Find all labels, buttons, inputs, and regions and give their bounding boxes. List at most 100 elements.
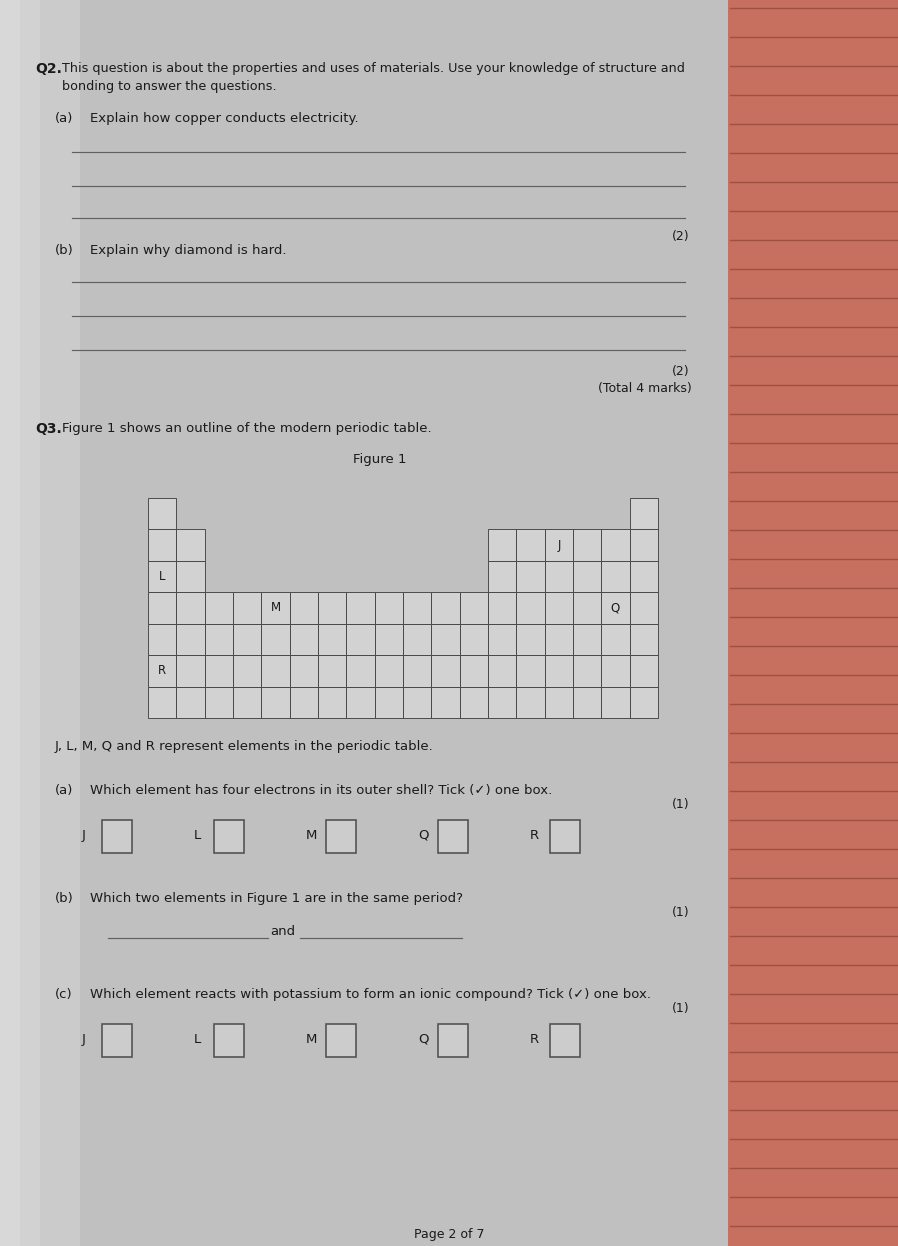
Bar xyxy=(0,0,40,1246)
Text: Page 2 of 7: Page 2 of 7 xyxy=(414,1229,484,1241)
Bar xyxy=(545,624,573,655)
Bar xyxy=(573,561,602,592)
Bar xyxy=(728,0,898,1246)
Bar xyxy=(629,655,658,687)
Bar xyxy=(516,561,545,592)
Bar xyxy=(550,1024,580,1057)
Text: Q: Q xyxy=(611,602,621,614)
Bar xyxy=(602,592,629,624)
Bar xyxy=(233,624,261,655)
Text: (1): (1) xyxy=(672,906,690,920)
Bar xyxy=(176,592,205,624)
Bar xyxy=(573,624,602,655)
Text: Q: Q xyxy=(418,829,428,842)
Text: Explain why diamond is hard.: Explain why diamond is hard. xyxy=(90,244,286,257)
Bar xyxy=(205,592,233,624)
Bar xyxy=(290,592,318,624)
Bar xyxy=(629,530,658,561)
Text: M: M xyxy=(306,1033,317,1045)
Text: Figure 1: Figure 1 xyxy=(353,454,407,466)
Bar xyxy=(573,655,602,687)
Bar xyxy=(545,687,573,718)
Bar xyxy=(148,530,176,561)
Text: M: M xyxy=(306,829,317,842)
Bar xyxy=(431,624,460,655)
Text: Q2.: Q2. xyxy=(35,62,62,76)
Bar xyxy=(374,655,403,687)
Text: (b): (b) xyxy=(55,892,74,905)
Bar xyxy=(629,592,658,624)
Bar xyxy=(233,655,261,687)
Bar xyxy=(290,624,318,655)
Bar xyxy=(602,655,629,687)
Bar xyxy=(374,592,403,624)
Bar xyxy=(233,687,261,718)
Text: (1): (1) xyxy=(672,1002,690,1015)
Bar xyxy=(347,655,374,687)
Bar xyxy=(516,530,545,561)
Text: R: R xyxy=(530,1033,539,1045)
Bar xyxy=(176,624,205,655)
Bar xyxy=(602,561,629,592)
Bar xyxy=(460,592,488,624)
Text: bonding to answer the questions.: bonding to answer the questions. xyxy=(62,80,277,93)
Bar xyxy=(205,687,233,718)
Bar xyxy=(460,687,488,718)
Bar xyxy=(488,655,516,687)
Bar xyxy=(290,655,318,687)
Text: (Total 4 marks): (Total 4 marks) xyxy=(598,383,691,395)
Bar xyxy=(488,592,516,624)
Bar xyxy=(347,624,374,655)
Bar xyxy=(326,1024,356,1057)
Text: J: J xyxy=(82,1033,86,1045)
Text: R: R xyxy=(530,829,539,842)
Bar xyxy=(102,1024,132,1057)
Bar xyxy=(545,530,573,561)
Text: Which element has four electrons in its outer shell? Tick (✓) one box.: Which element has four electrons in its … xyxy=(90,784,552,797)
Bar xyxy=(488,561,516,592)
Text: (2): (2) xyxy=(672,231,690,243)
Text: (a): (a) xyxy=(55,784,74,797)
Bar xyxy=(102,820,132,854)
Bar xyxy=(148,592,176,624)
Bar xyxy=(148,624,176,655)
Text: This question is about the properties and uses of materials. Use your knowledge : This question is about the properties an… xyxy=(62,62,685,75)
Bar xyxy=(629,624,658,655)
Bar xyxy=(318,624,347,655)
Bar xyxy=(602,530,629,561)
Bar xyxy=(460,655,488,687)
Bar xyxy=(488,530,516,561)
Bar xyxy=(148,687,176,718)
Bar xyxy=(431,655,460,687)
Bar xyxy=(516,687,545,718)
Bar xyxy=(261,687,290,718)
Bar xyxy=(431,592,460,624)
Text: and: and xyxy=(270,925,295,938)
Bar xyxy=(545,561,573,592)
Text: J: J xyxy=(557,538,560,552)
Bar xyxy=(460,624,488,655)
Bar xyxy=(148,561,176,592)
Text: R: R xyxy=(158,664,166,678)
Bar xyxy=(374,624,403,655)
Bar xyxy=(629,687,658,718)
Text: Explain how copper conducts electricity.: Explain how copper conducts electricity. xyxy=(90,112,358,125)
Bar xyxy=(516,655,545,687)
Bar xyxy=(347,592,374,624)
Bar xyxy=(205,624,233,655)
Bar xyxy=(261,592,290,624)
Bar xyxy=(516,624,545,655)
Bar xyxy=(545,592,573,624)
Bar xyxy=(176,655,205,687)
Bar xyxy=(318,655,347,687)
Text: (1): (1) xyxy=(672,797,690,811)
Bar xyxy=(205,655,233,687)
Bar xyxy=(176,561,205,592)
Bar xyxy=(214,820,244,854)
Bar xyxy=(214,1024,244,1057)
Bar xyxy=(403,592,431,624)
Text: Q: Q xyxy=(418,1033,428,1045)
Bar xyxy=(318,592,347,624)
Bar xyxy=(148,498,176,530)
Bar xyxy=(545,655,573,687)
